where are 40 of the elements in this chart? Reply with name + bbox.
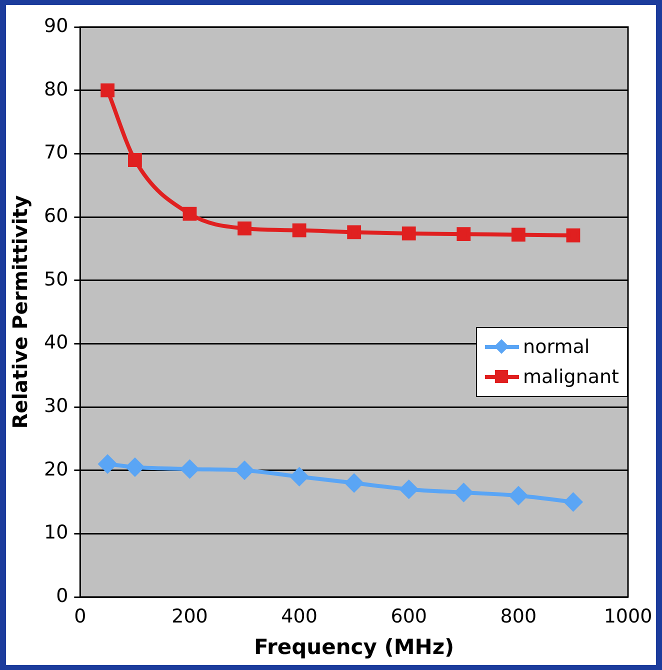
legend-label: normal <box>523 336 590 358</box>
point <box>292 223 306 238</box>
point <box>345 474 364 492</box>
y-tick-label: 90 <box>44 14 68 37</box>
y-tick-label: 60 <box>44 204 68 227</box>
point <box>402 226 416 240</box>
y-tick-label: 10 <box>44 522 68 544</box>
y-tick-label: 20 <box>44 458 68 480</box>
point <box>511 228 526 242</box>
y-tick-label: 0 <box>56 584 68 607</box>
x-tick-label: 400 <box>281 605 318 628</box>
point <box>126 458 144 476</box>
point <box>454 484 473 502</box>
point <box>236 461 254 480</box>
point <box>238 221 252 236</box>
point <box>566 228 580 242</box>
x-tick-label: 1000 <box>604 605 652 628</box>
point <box>100 83 115 98</box>
x-axis-title: Frequency (MHz) <box>254 634 454 659</box>
point <box>182 206 197 221</box>
y-tick-label: 50 <box>44 268 68 290</box>
point <box>564 493 582 511</box>
point <box>180 460 199 478</box>
y-tick-label: 30 <box>44 394 68 417</box>
y-tick-label: 70 <box>44 142 68 164</box>
point <box>509 486 528 505</box>
x-tick-label: 800 <box>500 605 537 628</box>
point <box>290 468 308 486</box>
y-tick-label: 40 <box>44 332 68 354</box>
y-tick-label: 80 <box>44 78 68 100</box>
point <box>456 227 471 242</box>
point <box>128 153 142 167</box>
point <box>400 480 418 498</box>
x-tick-label: 0 <box>74 605 86 628</box>
point <box>347 225 362 240</box>
legend-label: malignant <box>523 366 619 388</box>
y-axis-title: Relative Permittivity <box>8 195 32 429</box>
x-tick-label: 600 <box>390 605 428 628</box>
x-tick-label: 200 <box>172 605 208 628</box>
point <box>98 455 117 473</box>
